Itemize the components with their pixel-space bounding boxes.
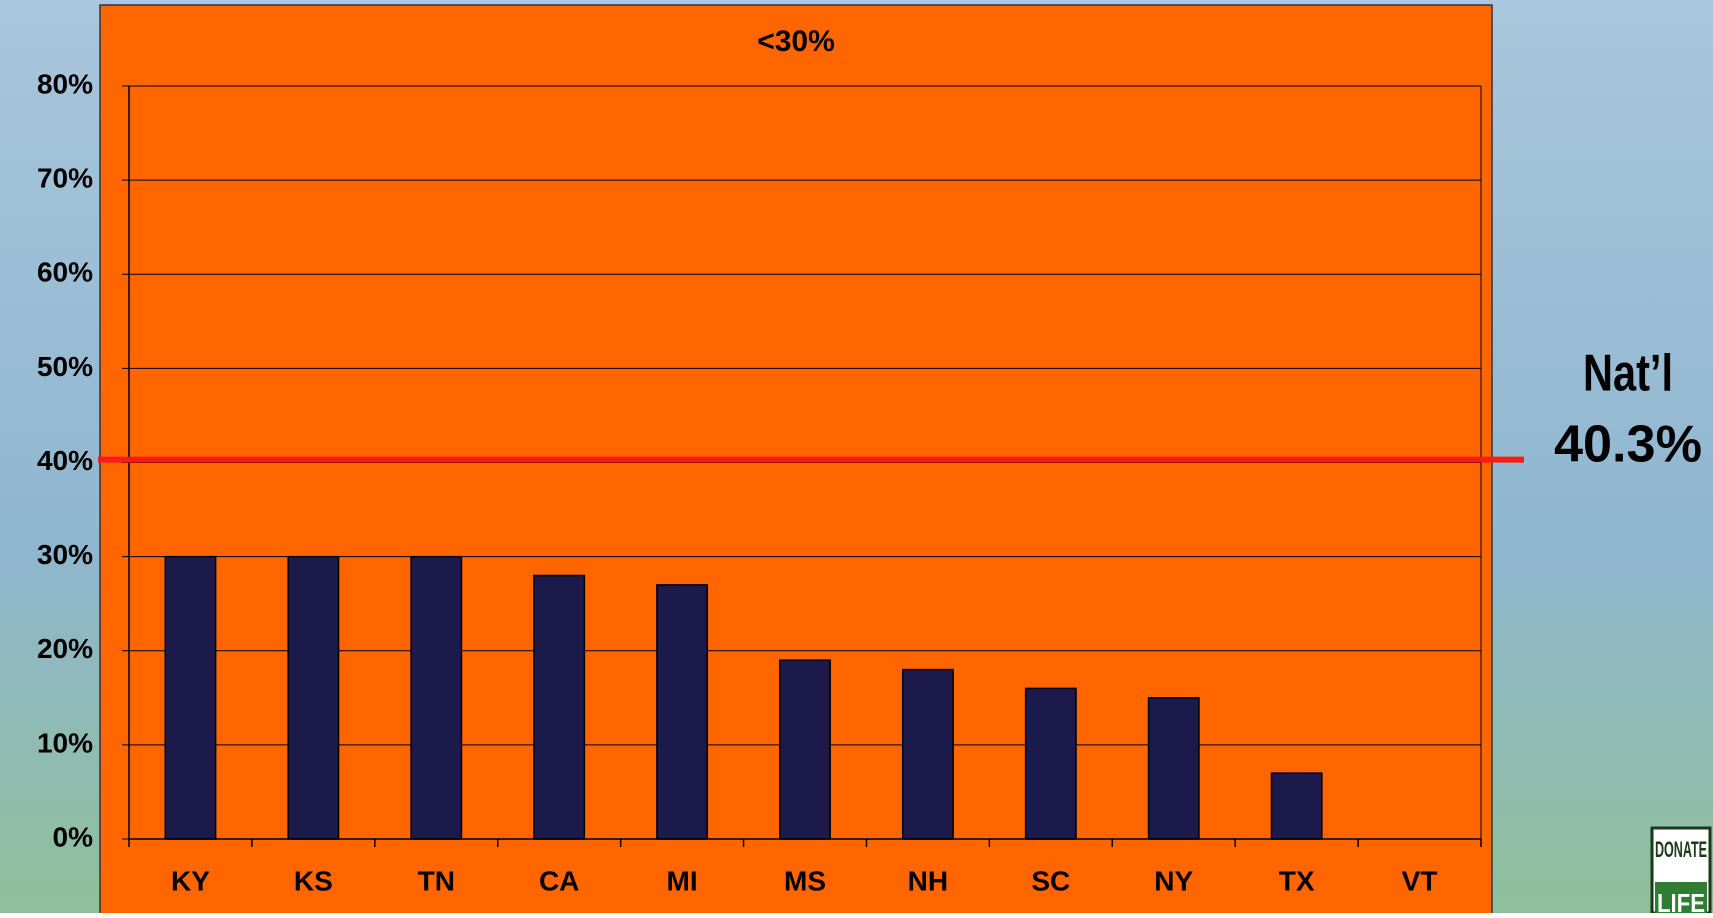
x-tick-label: SC (1031, 865, 1070, 896)
bar (780, 660, 830, 839)
bar (288, 557, 338, 839)
logo-text: LIFE (1657, 888, 1705, 913)
y-tick-label: 50% (37, 351, 93, 382)
x-tick-label: KS (294, 865, 333, 896)
y-tick-label: 60% (37, 257, 93, 288)
x-tick-label: NY (1154, 865, 1193, 896)
bar (903, 670, 953, 839)
reference-value-label: 40.3% (1554, 416, 1702, 474)
x-tick-label: MI (667, 865, 698, 896)
page: <30% DONATE LIFE 0% 10% 20% 30% 40% 50% 60% 70%… (0, 0, 1713, 913)
x-tick-label: NH (908, 865, 948, 896)
bar (411, 557, 461, 839)
x-tick-label: CA (539, 865, 579, 896)
y-tick-label: 70% (37, 163, 93, 194)
x-tick-label: VT (1402, 865, 1438, 896)
chart-title: <30% (757, 25, 835, 58)
reference-label: Nat’l (1583, 345, 1673, 403)
bar (534, 575, 584, 839)
bar (1271, 773, 1321, 839)
logo: DONATE LIFE (1652, 828, 1710, 913)
x-tick-label: KY (171, 865, 210, 896)
bar (657, 585, 707, 839)
y-tick-label: 20% (37, 633, 93, 664)
y-tick-label: 80% (37, 68, 93, 99)
x-tick-label: TN (418, 865, 455, 896)
y-tick-label: 40% (37, 445, 93, 476)
bar (1026, 688, 1076, 839)
y-tick-label: 0% (53, 821, 94, 852)
logo-text: DONATE (1655, 837, 1707, 862)
bar (165, 557, 215, 839)
x-tick-label: MS (784, 865, 826, 896)
chart: <30% DONATE LIFE 0% 10% 20% 30% 40% 50% 60% 70%… (0, 0, 1713, 913)
x-tick-label: TX (1279, 865, 1315, 896)
y-tick-label: 10% (37, 727, 93, 758)
bar (1149, 698, 1199, 839)
y-tick-label: 30% (37, 539, 93, 570)
